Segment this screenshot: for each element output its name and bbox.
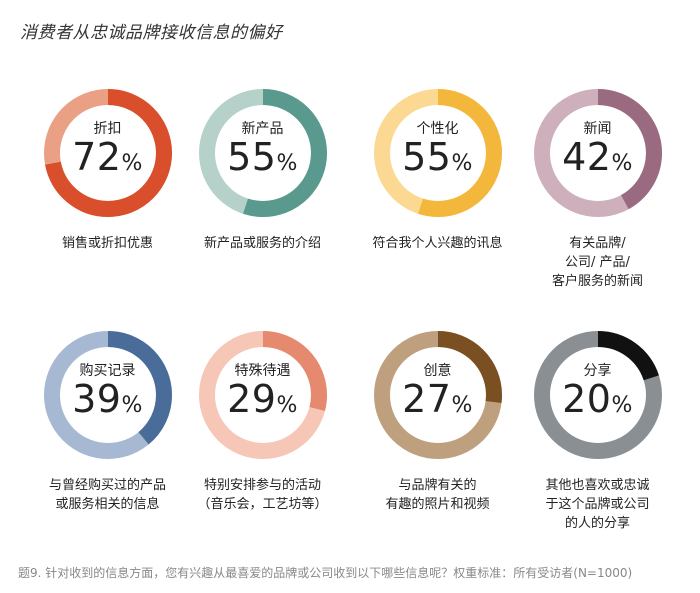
ring-value-unit: % <box>121 393 143 418</box>
ring-chart-item: 购买记录 39% 与曾经购买过的产品 或服务相关的信息 <box>20 330 195 514</box>
ring-value-unit: % <box>451 393 473 418</box>
ring-value-number: 55 <box>227 135 277 179</box>
ring-label: 新闻 <box>583 121 612 137</box>
ring-value-unit: % <box>451 151 473 176</box>
ring-chart-item: 个性化 55% 符合我个人兴趣的讯息 <box>350 88 525 253</box>
ring: 个性化 55% <box>373 88 503 218</box>
ring-value-number: 55 <box>402 135 452 179</box>
ring-label: 个性化 <box>416 121 459 137</box>
ring-value-unit: % <box>121 151 143 176</box>
ring-value: 55% <box>373 138 503 176</box>
ring-value-arc <box>43 89 172 217</box>
ring-svg <box>43 89 172 217</box>
ring-value-unit: % <box>276 393 298 418</box>
ring-svg <box>198 89 327 217</box>
ring-value: 55% <box>198 138 328 176</box>
ring-value-arc <box>533 89 662 217</box>
ring-chart-item: 分享 20% 其他也喜欢或忠诚 于这个品牌或公司 的人的分享 <box>510 330 685 533</box>
ring-label: 创意 <box>423 363 452 379</box>
ring-label: 分享 <box>583 363 612 379</box>
ring-value: 72% <box>43 138 173 176</box>
ring-value-number: 27 <box>402 377 452 421</box>
ring-value-unit: % <box>611 393 633 418</box>
ring-caption: 特别安排参与的活动 （音乐会，工艺坊等） <box>197 478 328 512</box>
ring-value-unit: % <box>611 151 633 176</box>
ring-svg <box>533 89 662 217</box>
ring-svg <box>373 89 502 217</box>
ring-value-number: 72 <box>72 135 122 179</box>
ring-value-number: 39 <box>72 377 122 421</box>
chart-title: 消费者从忠诚品牌接收信息的偏好 <box>20 23 283 43</box>
ring-caption: 新产品或服务的介绍 <box>203 236 321 251</box>
ring-chart-item: 创意 27% 与品牌有关的 有趣的照片和视频 <box>350 330 525 514</box>
ring-value-arc <box>198 331 327 459</box>
ring: 折扣 72% <box>43 88 173 218</box>
ring: 新闻 42% <box>533 88 663 218</box>
ring-svg <box>533 331 662 459</box>
ring-svg <box>373 331 502 459</box>
ring: 购买记录 39% <box>43 330 173 460</box>
ring-caption: 销售或折扣优惠 <box>61 236 153 251</box>
ring-value: 27% <box>373 380 503 418</box>
ring: 分享 20% <box>533 330 663 460</box>
ring-chart-item: 特殊待遇 29% 特别安排参与的活动 （音乐会，工艺坊等） <box>175 330 350 514</box>
ring-value: 29% <box>198 380 328 418</box>
ring-chart-item: 新产品 55% 新产品或服务的介绍 <box>175 88 350 253</box>
ring-chart-item: 新闻 42% 有关品牌/ 公司/ 产品/ 客户服务的新闻 <box>510 88 685 291</box>
ring-value-arc <box>373 89 502 217</box>
ring-svg <box>198 331 327 459</box>
footnote: 题9. 针对收到的信息方面，您有兴趣从最喜爱的品牌或公司收到以下哪些信息呢？权重… <box>18 566 633 580</box>
ring-label: 购买记录 <box>79 363 136 379</box>
ring-value-number: 42 <box>562 135 612 179</box>
ring-svg <box>43 331 172 459</box>
ring-value-number: 29 <box>227 377 277 421</box>
ring-caption: 与曾经购买过的产品 或服务相关的信息 <box>48 478 166 512</box>
ring: 特殊待遇 29% <box>198 330 328 460</box>
ring-label: 新产品 <box>241 121 284 137</box>
ring-value: 39% <box>43 380 173 418</box>
ring-caption: 有关品牌/ 公司/ 产品/ 客户服务的新闻 <box>551 236 643 289</box>
ring-value: 20% <box>533 380 663 418</box>
ring-chart-item: 折扣 72% 销售或折扣优惠 <box>20 88 195 253</box>
ring-caption: 符合我个人兴趣的讯息 <box>372 236 503 251</box>
ring-value: 42% <box>533 138 663 176</box>
ring-label: 特殊待遇 <box>234 363 291 379</box>
ring-value-unit: % <box>276 151 298 176</box>
ring-value-arc <box>198 89 327 217</box>
ring: 创意 27% <box>373 330 503 460</box>
ring-caption: 与品牌有关的 有趣的照片和视频 <box>385 478 490 512</box>
ring: 新产品 55% <box>198 88 328 218</box>
ring-caption: 其他也喜欢或忠诚 于这个品牌或公司 的人的分享 <box>545 478 650 531</box>
ring-label: 折扣 <box>93 121 122 137</box>
ring-value-number: 20 <box>562 377 612 421</box>
ring-value-arc <box>533 331 662 459</box>
ring-value-arc <box>373 331 502 459</box>
ring-value-arc <box>43 331 172 459</box>
